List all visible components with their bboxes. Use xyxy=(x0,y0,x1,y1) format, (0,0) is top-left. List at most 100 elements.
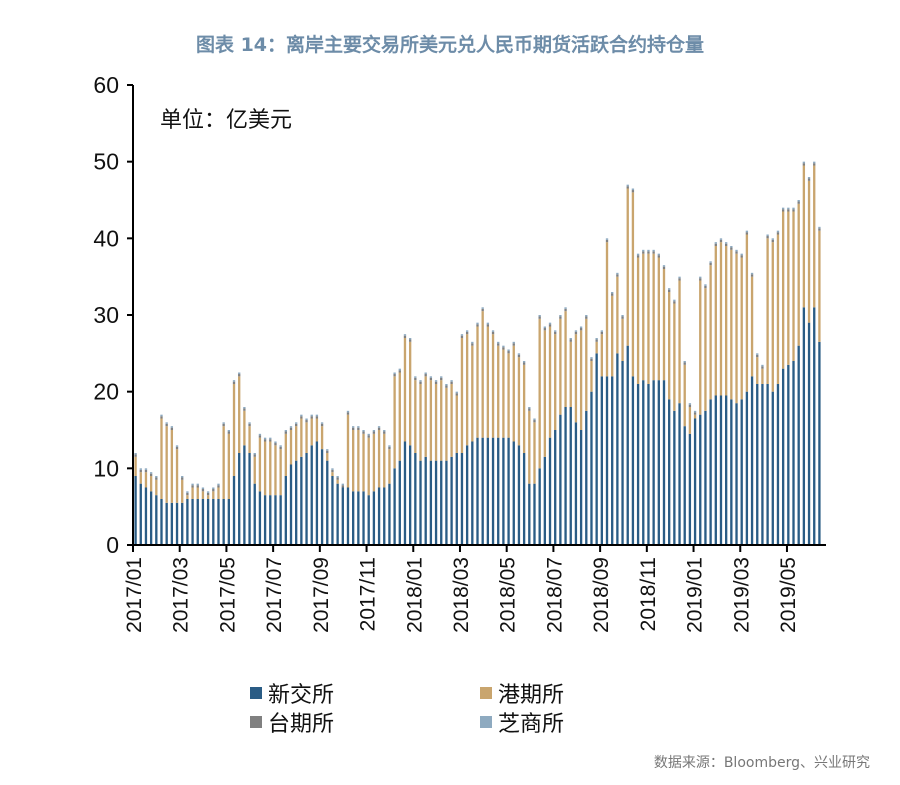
bar-hkex xyxy=(486,326,490,438)
bar-sgx xyxy=(517,445,521,545)
bar-sgx xyxy=(714,395,717,545)
bar-sgx xyxy=(269,495,272,545)
bar-hkex xyxy=(802,165,806,308)
bar-hkex xyxy=(626,188,629,346)
bar-taifex xyxy=(217,485,220,488)
bar-taifex xyxy=(372,431,376,434)
bar-hkex xyxy=(450,384,453,457)
x-tick-label: 2017/05 xyxy=(216,557,239,633)
bar-hkex xyxy=(481,311,484,438)
bar-cme xyxy=(709,261,712,263)
bar-hkex xyxy=(403,338,407,442)
bar-taifex xyxy=(175,446,179,450)
bar-taifex xyxy=(611,293,614,296)
bar-cme xyxy=(310,414,313,417)
bar-sgx xyxy=(331,476,334,545)
bar-taifex xyxy=(326,450,329,453)
bar-taifex xyxy=(600,331,603,335)
bar-hkex xyxy=(279,449,282,496)
bar-sgx xyxy=(605,376,609,545)
bar-cme xyxy=(305,418,308,421)
bar-taifex xyxy=(471,343,474,346)
bar-hkex xyxy=(372,433,376,492)
x-tick-label: 2018/09 xyxy=(590,557,613,633)
x-tick-label: 2019/03 xyxy=(730,557,753,633)
bar-hkex xyxy=(813,165,816,308)
bar-cme xyxy=(626,184,629,187)
bar-hkex xyxy=(362,433,365,492)
bar-cme xyxy=(144,468,148,470)
bar-taifex xyxy=(714,243,717,246)
bar-taifex xyxy=(212,489,215,492)
bar-taifex xyxy=(564,308,567,312)
bar-sgx xyxy=(719,395,723,545)
bar-sgx xyxy=(750,376,754,545)
bar-sgx xyxy=(735,403,738,545)
bar-taifex xyxy=(730,247,733,250)
x-tick-label: 2017/09 xyxy=(310,557,333,633)
bar-sgx xyxy=(704,410,707,545)
bar-hkex xyxy=(289,430,293,465)
bar-hkex xyxy=(621,318,624,361)
legend-item-sgx: 新交所 xyxy=(250,677,334,709)
bar-sgx xyxy=(258,491,262,545)
bar-sgx xyxy=(673,410,676,545)
bar-cme xyxy=(419,380,422,382)
bar-taifex xyxy=(497,343,500,346)
bar-hkex xyxy=(647,253,650,384)
bar-hkex xyxy=(206,495,210,499)
bar-cme xyxy=(813,161,816,164)
bar-taifex xyxy=(636,255,640,258)
bar-sgx xyxy=(678,403,681,545)
bar-taifex xyxy=(574,331,578,335)
bar-cme xyxy=(465,330,469,332)
bar-hkex xyxy=(445,387,448,461)
bar-taifex xyxy=(341,485,344,488)
bar-sgx xyxy=(263,495,267,545)
bar-taifex xyxy=(745,232,749,235)
bar-sgx xyxy=(201,499,205,545)
bar-hkex xyxy=(274,445,277,496)
bar-taifex xyxy=(724,243,728,246)
bar-sgx xyxy=(631,376,635,545)
bar-taifex xyxy=(756,354,759,358)
bar-cme xyxy=(636,253,640,256)
bar-sgx xyxy=(352,491,355,545)
bar-sgx xyxy=(362,491,365,545)
bar-hkex xyxy=(476,326,479,438)
bar-sgx xyxy=(595,353,598,545)
bar-taifex xyxy=(284,431,287,434)
bar-sgx xyxy=(134,476,137,545)
bar-taifex xyxy=(160,416,163,419)
bar-sgx xyxy=(771,391,774,545)
bar-taifex xyxy=(662,266,666,269)
bar-hkex xyxy=(408,341,412,446)
bar-sgx xyxy=(802,307,806,545)
bar-sgx xyxy=(699,414,702,545)
bar-taifex xyxy=(647,251,650,254)
bar-taifex xyxy=(605,239,609,243)
bar-sgx xyxy=(662,380,666,545)
bar-cme xyxy=(745,230,749,233)
bar-hkex xyxy=(605,242,609,377)
bar-cme xyxy=(269,437,272,440)
bar-hkex xyxy=(388,449,391,484)
bar-cme xyxy=(818,226,821,229)
bar-sgx xyxy=(756,384,759,545)
bar-cme xyxy=(797,200,800,202)
bar-taifex xyxy=(238,374,241,377)
bar-sgx xyxy=(377,487,381,545)
bar-hkex xyxy=(771,242,774,392)
bar-taifex xyxy=(352,427,355,430)
bar-sgx xyxy=(238,453,241,545)
bar-hkex xyxy=(611,295,614,377)
bar-cme xyxy=(440,376,443,378)
bar-taifex xyxy=(579,328,583,331)
bar-cme xyxy=(476,322,479,325)
bar-sgx xyxy=(357,491,360,545)
bar-cme xyxy=(315,414,319,417)
bar-cme xyxy=(238,372,241,375)
bar-sgx xyxy=(709,399,712,545)
bar-taifex xyxy=(585,316,588,319)
bar-sgx xyxy=(766,384,769,545)
